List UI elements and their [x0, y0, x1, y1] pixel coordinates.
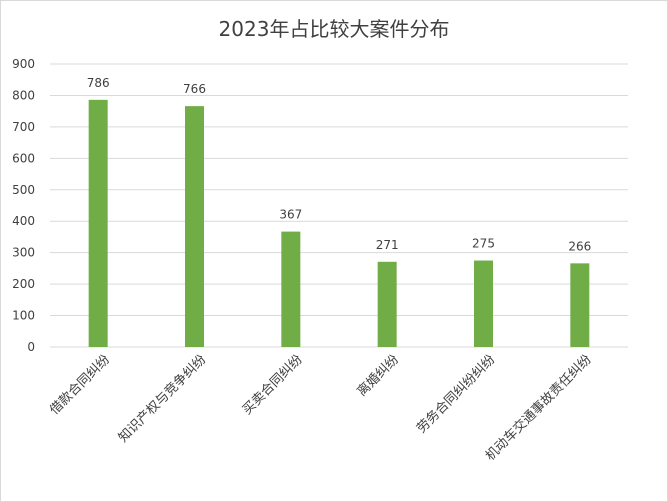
data-label: 271 — [376, 238, 399, 252]
data-label: 786 — [87, 76, 110, 90]
y-tick-label: 200 — [12, 277, 35, 291]
bar — [377, 261, 397, 347]
gridlines — [50, 63, 628, 348]
y-tick-label: 900 — [12, 57, 35, 71]
x-axis-categories: 借款合同纠纷 知识产权与竞争纠纷 买卖合同纠纷 离婚纠纷 劳务合同纠纷纠纷机动车交通事故… — [47, 352, 594, 464]
category-label: 知识产权与竞争纠纷 — [115, 352, 209, 446]
data-label: 275 — [472, 237, 495, 251]
category-label: 劳务合同纠纷纠纷 — [413, 352, 498, 437]
data-label: 266 — [568, 239, 591, 253]
y-axis-ticks: 0 100 200 300 400 500 600 700 800 900 — [12, 57, 35, 354]
category-label: 机动车交通事故责任纠纷 — [482, 352, 594, 464]
category-label: 借款合同纠纷 — [47, 352, 113, 418]
y-tick-label: 500 — [12, 183, 35, 197]
data-labels: 786 766 367 271 275 266 — [87, 76, 592, 254]
bar — [474, 260, 493, 347]
y-tick-label: 400 — [12, 214, 35, 228]
y-tick-label: 600 — [12, 151, 35, 165]
y-tick-label: 100 — [12, 309, 35, 323]
bar — [88, 99, 108, 347]
bar — [570, 263, 590, 347]
category-label: 离婚纠纷 — [354, 352, 402, 400]
bars — [88, 99, 590, 347]
category-label: 买卖合同纠纷 — [240, 352, 306, 418]
data-label: 367 — [279, 208, 302, 222]
chart-title: 2023年占比较大案件分布 — [219, 17, 450, 41]
bar — [281, 231, 301, 347]
y-tick-label: 0 — [27, 340, 35, 354]
data-label: 766 — [183, 82, 206, 96]
y-tick-label: 300 — [12, 246, 35, 260]
bar — [185, 106, 204, 347]
y-tick-label: 700 — [12, 120, 35, 134]
y-tick-label: 800 — [12, 88, 35, 102]
